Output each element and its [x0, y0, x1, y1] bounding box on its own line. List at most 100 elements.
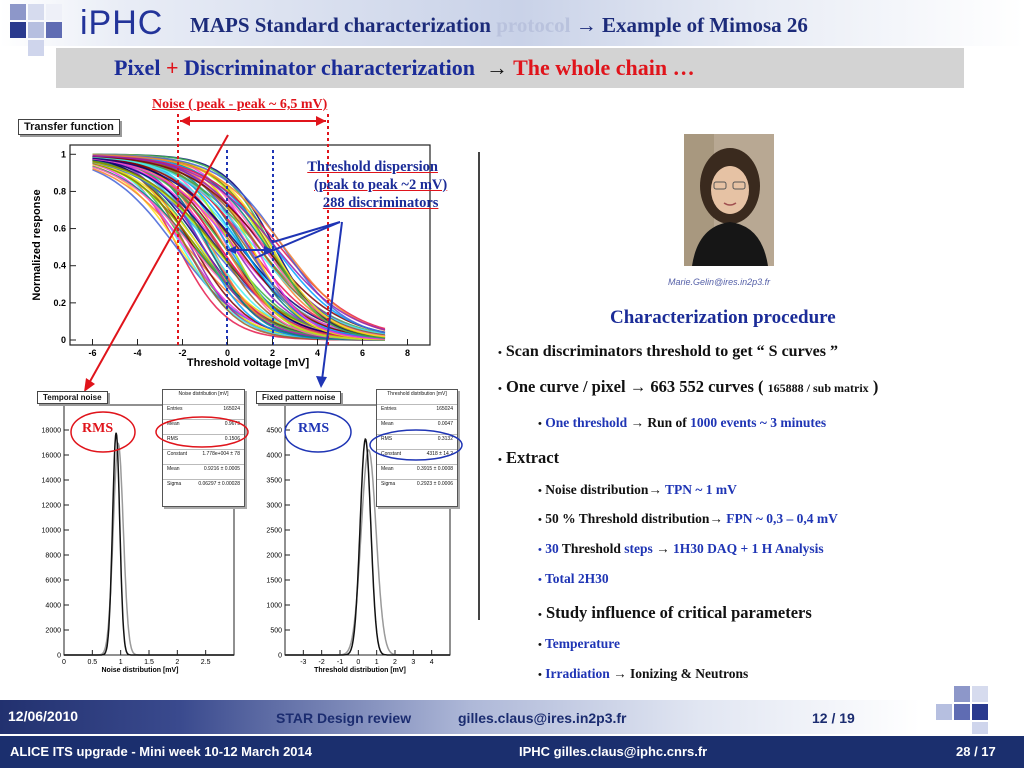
temporal-ytick-label: 16000	[42, 453, 62, 460]
fixed-stats-value: 165024	[436, 406, 453, 412]
temporal-stats-row: Sigma 0.06297 ± 0.00028	[163, 479, 244, 494]
fixed-xlabel: Threshold distribution [mV]	[314, 667, 406, 674]
temporal-stats-row: RMS 0.1506	[163, 434, 244, 449]
fixed-rms-highlight-ellipse	[369, 429, 463, 461]
annotation-arrows	[84, 134, 343, 392]
fixed-ytick-label: 2000	[266, 553, 282, 560]
transfer-xtick-label: 6	[360, 348, 365, 358]
temporal-ytick-label: 12000	[42, 503, 62, 510]
temporal-xtick-label: 1	[119, 659, 123, 666]
fixed-stats-row: Sigma 0.2923 ± 0.0006	[377, 479, 457, 494]
threshold-arrow-right	[264, 246, 273, 254]
temporal-xtick-label: 2	[175, 659, 179, 666]
fixed-ytick-label: 500	[270, 628, 282, 635]
fixed-stats-row: Mean 0.3915 ± 0.0008	[377, 464, 457, 479]
temporal-xtick-label: 0.5	[87, 659, 97, 666]
bottom-left-text: ALICE ITS upgrade - Mini week 10-12 Marc…	[10, 744, 312, 759]
bullet-noise-distribution: • Noise distribution→ TPN ~ 1 mV	[538, 482, 737, 497]
s-curve	[92, 154, 386, 332]
transfer-xtick-label: 4	[315, 348, 320, 358]
fixed-ytick-label: 3500	[266, 478, 282, 485]
portrait-image	[684, 134, 774, 266]
temporal-ytick-label: 10000	[42, 528, 62, 535]
s-curve	[92, 155, 386, 336]
fixed-stats-row: RMS 0.3132	[377, 434, 457, 449]
fixed-stats-key: Sigma	[381, 481, 396, 487]
fixed-stats-title: Threshold distribution [mV]	[387, 391, 447, 397]
temporal-ytick-label: 4000	[45, 603, 61, 610]
transfer-xtick-label: -2	[178, 348, 186, 358]
bullet-extract: • Extract	[498, 448, 560, 467]
temporal-stats-key: Mean	[167, 421, 180, 427]
fixed-stats-key: RMS	[381, 436, 393, 442]
transfer-xlabel: Threshold voltage [mV]	[187, 357, 310, 369]
temporal-stats-key: Mean	[167, 466, 180, 472]
temporal-xlabel: Noise distribution [mV]	[102, 667, 179, 674]
transfer-ylabel: Normalized response	[31, 189, 43, 300]
temporal-stats-row: Constant 1.778e+004 ± 78	[163, 449, 244, 464]
transfer-xtick-label: 8	[405, 348, 410, 358]
fixed-stats-value: 0.0047	[437, 421, 453, 427]
bullet-threshold-steps: • 30 Threshold steps → 1H30 DAQ + 1 H An…	[538, 541, 824, 556]
fixed-ytick-label: 4000	[266, 453, 282, 460]
temporal-rms-ellipse	[70, 411, 136, 453]
fixed-stats-value: 0.3915 ± 0.0008	[416, 466, 453, 472]
bullet-irradiation: • Irradiation → Ionizing & Neutrons	[538, 666, 749, 681]
iphc-logo: iPHC	[80, 4, 164, 42]
logo-squares-icon	[10, 4, 62, 56]
fixed-stats-key: Entries	[381, 406, 397, 412]
transfer-axes: -6 -4 -2 0 2 4 6 8 0 0.2 0.4 0.6 0.8 1	[53, 149, 410, 358]
bullet-one-threshold: • One threshold → Run of 1000 events ~ 3…	[538, 415, 827, 430]
fixed-xtick-label: -2	[319, 659, 325, 666]
subtitle-band	[56, 48, 964, 88]
header-title: MAPS Standard characterization protocol …	[190, 13, 808, 37]
footer-page: 12 / 19	[812, 710, 855, 726]
fixed-xtick-label: -3	[300, 659, 306, 666]
temporal-stats-value: 0.06297 ± 0.00028	[198, 481, 240, 487]
fixed-xtick-label: -1	[337, 659, 343, 666]
blue-pointer-arrow	[321, 221, 343, 381]
fixed-ytick-label: 1000	[266, 603, 282, 610]
s-curve	[92, 153, 386, 334]
header-band	[0, 0, 1024, 46]
slide-subtitle: Pixel + Discriminator characterization →…	[114, 55, 695, 80]
inner-footer-band	[0, 700, 1024, 734]
bottom-page-number: 28 / 17	[956, 744, 996, 759]
temporal-stats-value: 0.1506	[224, 436, 240, 442]
threshold-dispersion-note: Threshold dispersion (peak to peak ~2 mV…	[307, 159, 448, 211]
temporal-stats-row: Mean 0.9216 ± 0.0005	[163, 464, 244, 479]
bullet-one-curve: • One curve / pixel → 663 552 curves ( 1…	[498, 377, 879, 396]
temporal-stats-value: 0.9216 ± 0.0005	[203, 466, 240, 472]
transfer-ytick-label: 0.8	[53, 186, 66, 196]
fixed-rms-ellipse	[284, 411, 352, 453]
fixed-xtick-label: 2	[393, 659, 397, 666]
fixed-stats-key: Constant	[381, 451, 402, 457]
transfer-xtick-label: 2	[270, 348, 275, 358]
bullet-scan: • Scan discriminators threshold to get “…	[498, 343, 838, 360]
bottom-center-text: IPHC gilles.claus@iphc.cnrs.fr	[519, 744, 708, 759]
fixed-stats-key: Mean	[381, 466, 394, 472]
s-curve	[92, 156, 386, 335]
fixed-stats-key: Mean	[381, 421, 394, 427]
fixed-stats-box: Threshold distribution [mV] Entries 16502…	[376, 389, 458, 507]
transfer-function-title: Transfer function	[18, 119, 120, 135]
temporal-stats-value: 0.9679	[224, 421, 240, 427]
footer-email: gilles.claus@ires.in2p3.fr	[458, 710, 627, 726]
temporal-stats-box: Noise distribution [mV] Entries 165024 Mea…	[162, 389, 245, 507]
fixed-stats-value: 0.2923 ± 0.0006	[416, 481, 453, 487]
temporal-ytick-label: 6000	[45, 578, 61, 585]
temporal-xtick-label: 1.5	[144, 659, 154, 666]
temporal-stats-key: Sigma	[167, 481, 182, 487]
fixed-ytick-label: 2500	[266, 528, 282, 535]
footer-event: STAR Design review	[276, 710, 412, 726]
s-curve	[92, 153, 386, 339]
temporal-stats-key: RMS	[167, 436, 179, 442]
temporal-histogram-curve	[64, 432, 234, 656]
bottom-bar	[0, 736, 1024, 768]
temporal-stats-key: Entries	[167, 406, 183, 412]
portrait-photo	[684, 134, 774, 266]
temporal-noise-title: Temporal noise	[37, 391, 108, 404]
fixed-ytick-label: 3000	[266, 503, 282, 510]
fixed-xtick-label: 3	[411, 659, 415, 666]
temporal-stats-key: Constant	[167, 451, 188, 457]
